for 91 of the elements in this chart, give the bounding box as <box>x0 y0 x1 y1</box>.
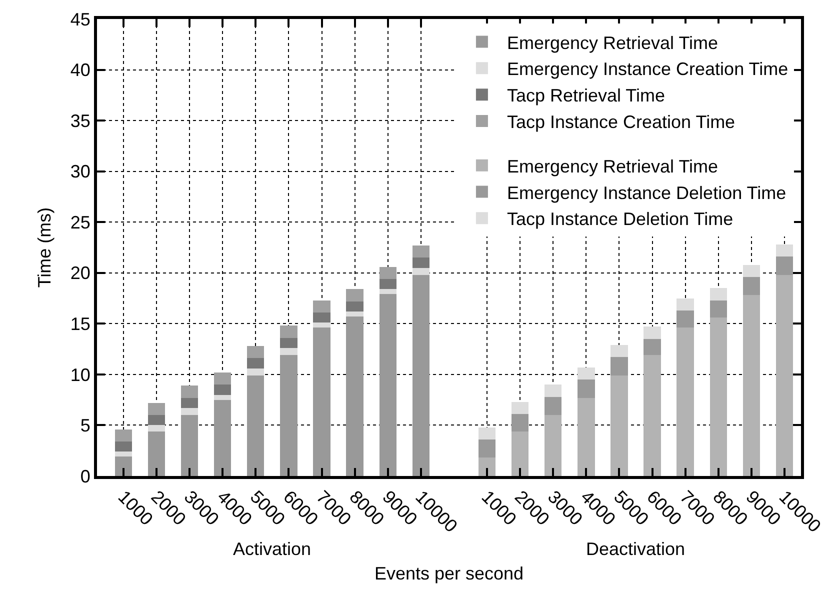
bar <box>180 398 198 408</box>
bar <box>313 328 330 476</box>
bar <box>710 300 727 318</box>
y-axis-title: Time (ms) <box>34 207 55 288</box>
bar <box>148 415 166 426</box>
bar <box>313 300 330 312</box>
legend-label: Emergency Instance Deletion Time <box>506 182 786 203</box>
bar <box>280 338 298 348</box>
bar <box>180 408 198 416</box>
bar <box>214 384 232 395</box>
legend-label: Tacp Instance Creation Time <box>506 112 736 132</box>
legend-label: Emergency Retrieval Time <box>506 156 718 176</box>
bar <box>644 326 661 339</box>
bar <box>379 266 396 279</box>
y-tick-label: 30 <box>70 162 90 182</box>
bar <box>346 311 364 317</box>
bar <box>346 301 364 312</box>
bar <box>544 396 562 416</box>
bar <box>214 400 232 476</box>
x-axis-title: Events per second <box>374 563 524 584</box>
y-tick-label: 40 <box>70 60 90 80</box>
bar <box>478 439 496 458</box>
bar <box>412 245 430 258</box>
legend-label: Emergency Retrieval Time <box>506 32 718 53</box>
y-tick-label: 15 <box>70 314 90 334</box>
text: Deactivation <box>586 539 686 559</box>
bar <box>511 431 529 476</box>
bar <box>644 355 661 476</box>
y-tick-label: 20 <box>70 263 90 284</box>
legend-label: Emergency Instance Creation Time <box>506 59 788 80</box>
bar <box>710 318 727 476</box>
bar <box>280 326 298 338</box>
bar <box>346 316 364 476</box>
bar <box>247 375 264 476</box>
bar <box>578 398 595 476</box>
bar <box>379 289 396 294</box>
bar <box>280 355 298 476</box>
bar <box>676 310 694 328</box>
bar <box>578 380 595 398</box>
bar <box>610 344 628 358</box>
legend-label: Tacp Instance Deletion Time <box>506 209 734 230</box>
bar <box>280 348 298 356</box>
bar <box>148 425 166 432</box>
bar <box>776 274 794 476</box>
bar <box>148 402 166 416</box>
y-tick-label: 35 <box>70 110 90 131</box>
bar <box>114 456 132 476</box>
bar <box>478 458 496 476</box>
bar <box>776 256 794 275</box>
bar <box>346 289 364 302</box>
y-tick-label: 10 <box>70 364 90 385</box>
legend-label: Tacp Retrieval Time <box>506 86 666 106</box>
bar <box>313 322 330 328</box>
bar <box>180 386 198 398</box>
bar <box>313 312 330 323</box>
bar <box>148 431 166 476</box>
bar <box>214 394 232 400</box>
bar <box>478 427 496 440</box>
y-tick-label: 0 <box>80 466 90 486</box>
bar <box>776 244 794 257</box>
text: Activation <box>233 539 312 559</box>
bar <box>247 358 264 368</box>
bar <box>676 298 694 310</box>
bar <box>742 295 760 476</box>
bar <box>544 384 562 397</box>
bar <box>412 274 430 476</box>
bar <box>114 429 132 442</box>
bar <box>412 268 430 275</box>
bar <box>114 441 132 452</box>
bar <box>379 278 396 290</box>
bar <box>412 258 430 268</box>
bar <box>610 357 628 376</box>
bar <box>710 288 727 300</box>
y-tick-label: 25 <box>70 212 90 232</box>
bar <box>114 452 132 457</box>
bar <box>511 414 529 432</box>
bar <box>610 375 628 476</box>
bar <box>644 338 661 356</box>
bar <box>247 368 264 376</box>
bar <box>742 264 760 277</box>
bar <box>544 415 562 476</box>
bar <box>247 346 264 358</box>
y-tick-label: 5 <box>80 416 90 436</box>
bar <box>511 402 529 414</box>
bar <box>379 294 396 476</box>
y-tick-label: 45 <box>70 9 90 30</box>
bar <box>676 328 694 476</box>
bar <box>742 276 760 296</box>
bar <box>578 367 595 380</box>
bar <box>214 372 232 385</box>
bar <box>180 415 198 476</box>
